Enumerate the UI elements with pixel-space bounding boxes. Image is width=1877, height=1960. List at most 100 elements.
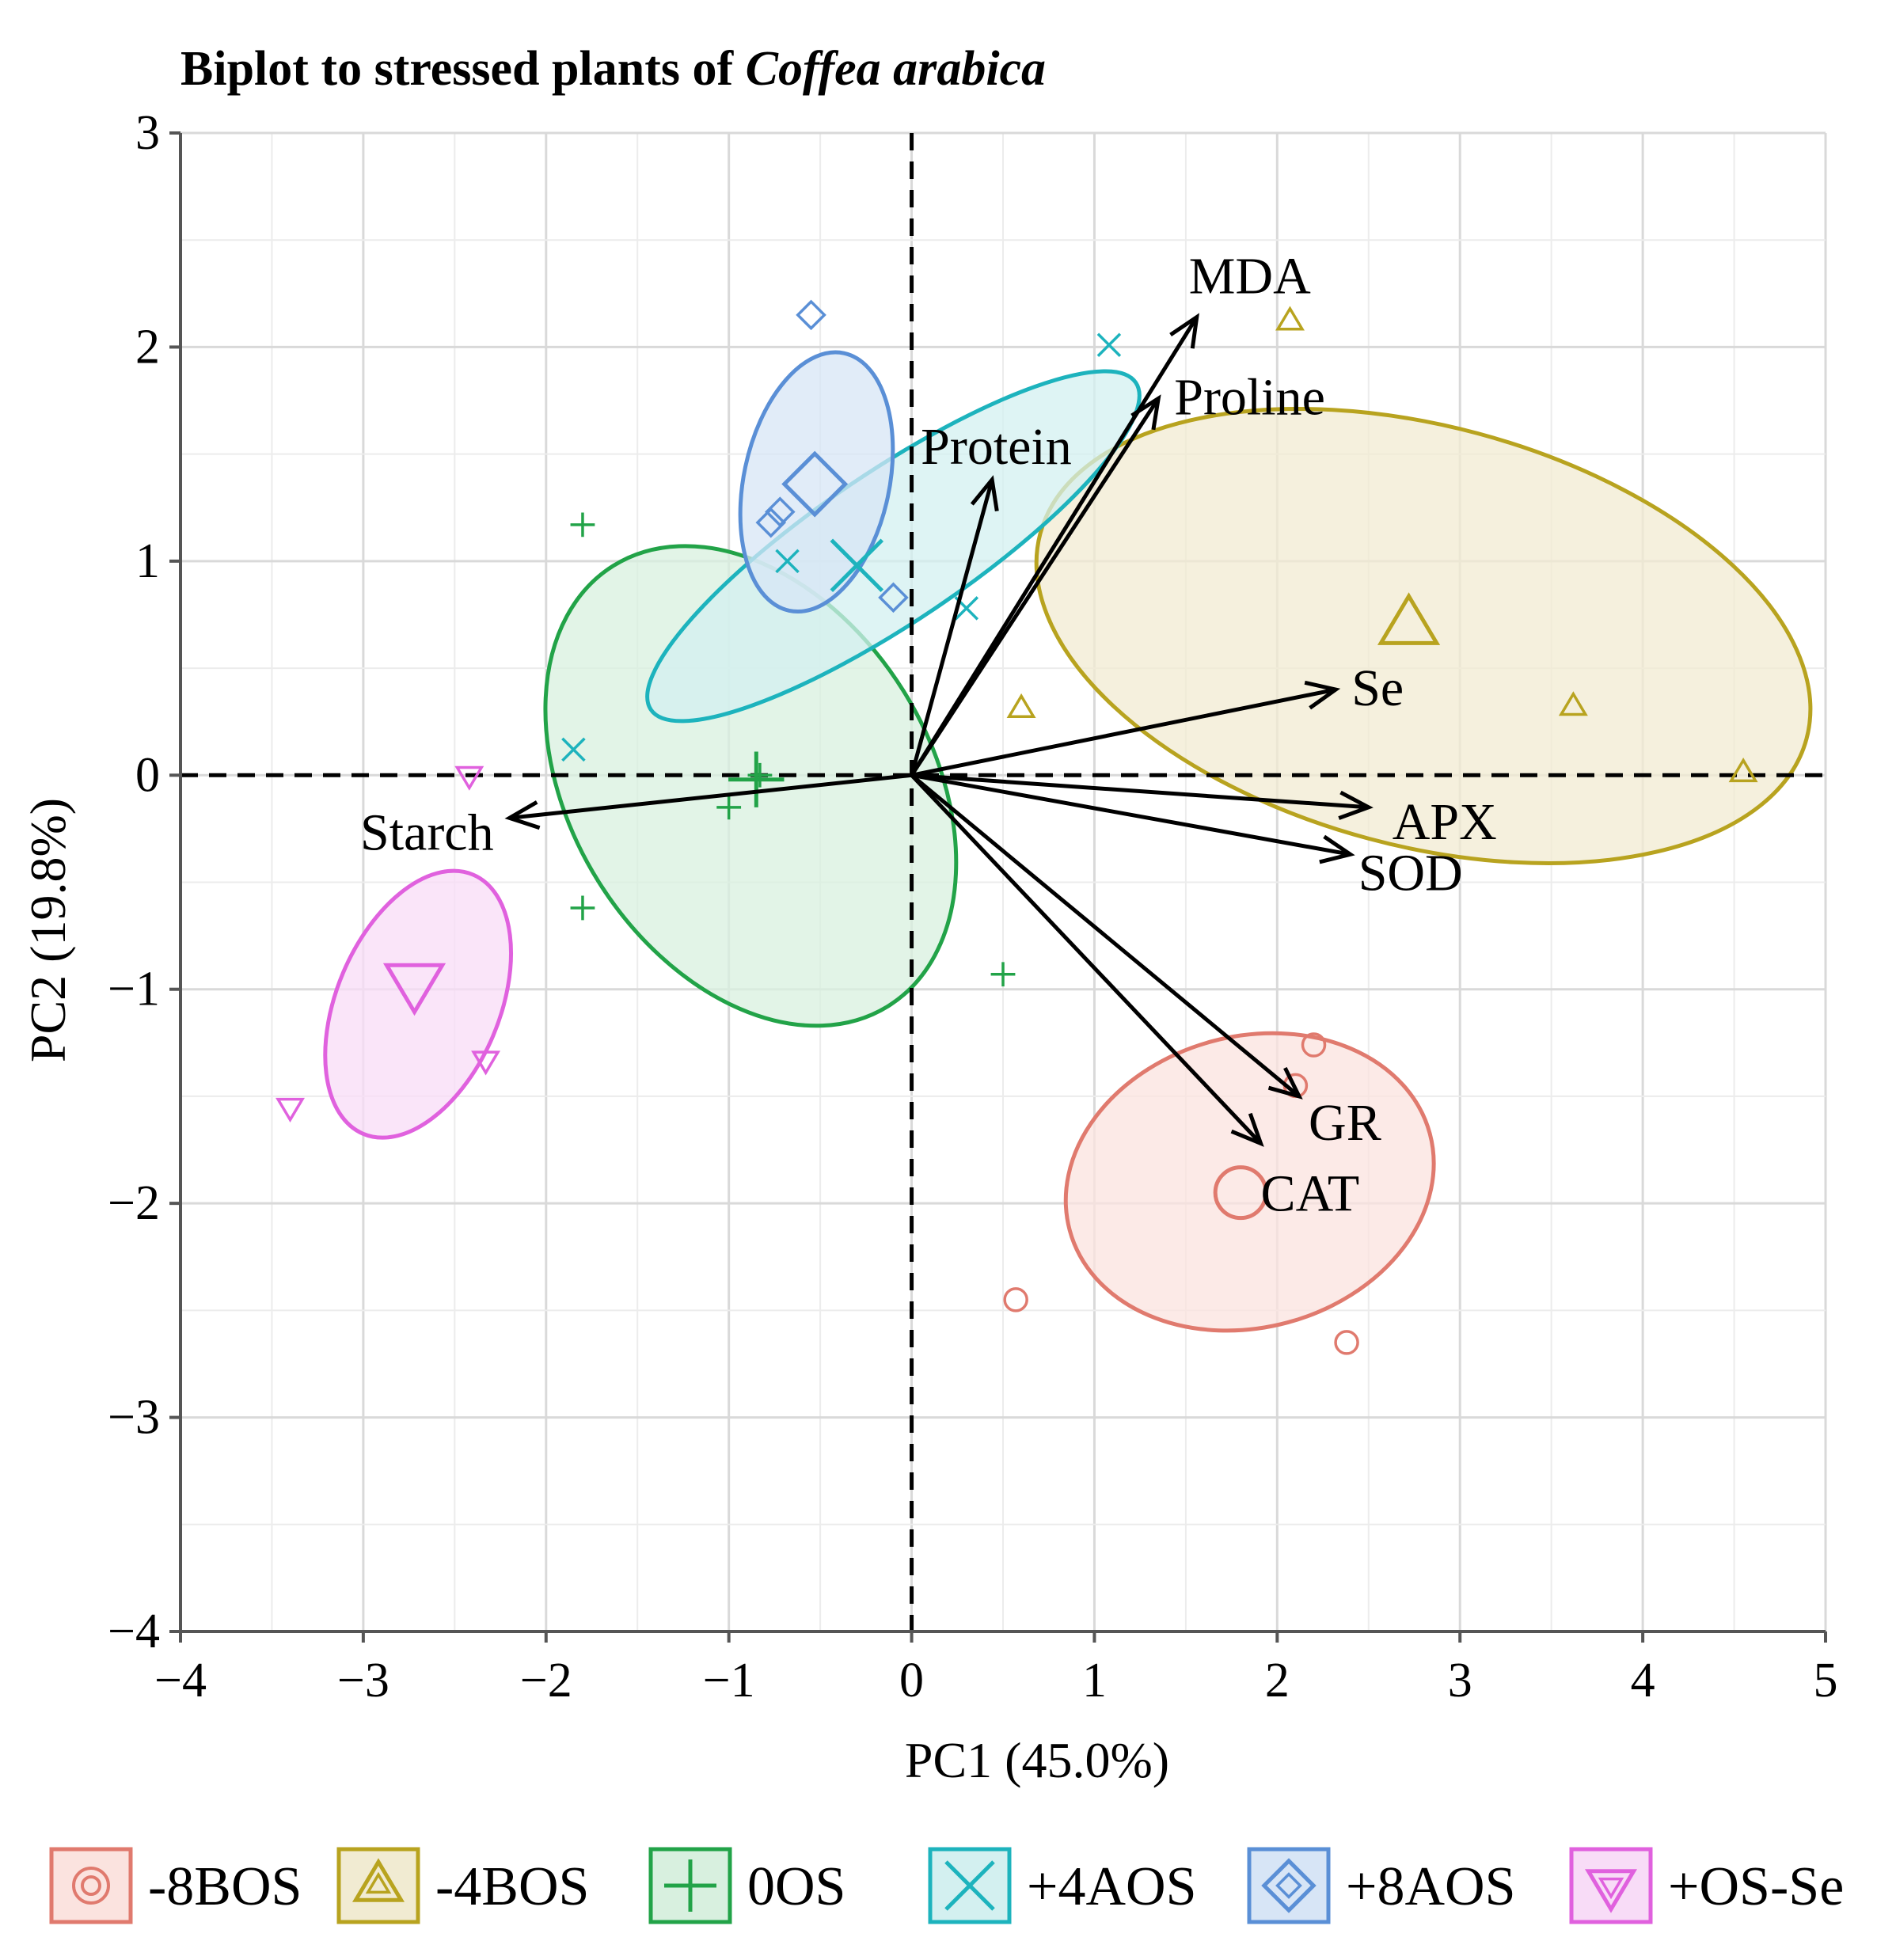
- point-8bos: [1301, 1032, 1327, 1058]
- point-plus-4aos: [775, 549, 800, 574]
- loading-label-proline: Proline: [1174, 368, 1325, 426]
- x-tick-label: 5: [1814, 1654, 1838, 1707]
- legend-label-4bos: -4BOS: [435, 1856, 589, 1917]
- point-plus-8aos: [796, 299, 826, 331]
- loading-arrow-mda: [910, 316, 1199, 777]
- legend-label-plus-8aos: +8AOS: [1346, 1856, 1516, 1917]
- legend-marker-0os: [664, 1859, 716, 1912]
- loading-label-starch: Starch: [360, 803, 494, 861]
- legend-marker-inner-plus-8aos: [1275, 1872, 1302, 1899]
- point-8bos: [1334, 1330, 1359, 1355]
- point-0os: [570, 895, 595, 921]
- x-tick-label: −3: [337, 1654, 389, 1707]
- centroid-plus-8aos: [781, 450, 849, 518]
- x-tick-label: −4: [154, 1654, 207, 1707]
- legend-label-plus-4aos: +4AOS: [1027, 1856, 1197, 1917]
- legend-marker-plus-4aos: [944, 1860, 995, 1911]
- point-plus-8aos: [878, 582, 909, 613]
- y-tick-label: 2: [135, 320, 160, 374]
- loading-arrow-protein: [910, 479, 994, 776]
- legend-label-8bos: -8BOS: [148, 1856, 302, 1917]
- legend-marker-plus-8aos: [1261, 1858, 1317, 1913]
- loading-label-protein: Protein: [921, 418, 1072, 476]
- group-ellipses: [323, 350, 1813, 1333]
- loading-arrow-gr: [910, 773, 1301, 1098]
- chart-title: Biplot to stressed plants of Coffea arab…: [180, 42, 1046, 96]
- point-plus-4aos: [1096, 332, 1122, 357]
- ellipse-8bos: [1063, 1031, 1436, 1333]
- y-tick-label: −3: [108, 1391, 160, 1445]
- arrowhead-cat: [1230, 1112, 1264, 1147]
- arrowhead-gr: [1267, 1066, 1303, 1100]
- loading-label-sod: SOD: [1358, 844, 1463, 902]
- centroid-4bos: [1377, 592, 1441, 645]
- arrowhead-se: [1304, 680, 1341, 710]
- x-tick-label: 3: [1448, 1654, 1472, 1707]
- legend-marker-inner-4bos: [365, 1871, 392, 1894]
- point-0os: [990, 962, 1016, 987]
- x-tick-label: 2: [1265, 1654, 1290, 1707]
- point-plus-os-se: [275, 1097, 306, 1122]
- y-tick-label: 3: [135, 106, 160, 160]
- loading-arrow-sod: [911, 773, 1351, 857]
- arrowhead-proline: [1130, 394, 1161, 431]
- arrowhead-starch: [504, 800, 541, 830]
- loading-arrow-se: [911, 687, 1336, 777]
- ellipse-0os: [543, 544, 959, 1028]
- legend-marker-4bos: [352, 1858, 405, 1902]
- arrowhead-mda: [1169, 313, 1199, 349]
- legend-label-plus-os-se: +OS-Se: [1668, 1856, 1844, 1917]
- y-tick-label: −1: [108, 963, 160, 1016]
- point-4bos: [1558, 691, 1588, 716]
- chart-title-main: Biplot to stressed plants of: [180, 42, 746, 96]
- loading-label-gr: GR: [1309, 1094, 1381, 1152]
- point-4bos: [1728, 758, 1758, 783]
- loading-label-mda: MDA: [1189, 248, 1311, 306]
- x-axis-label: PC1 (45.0%): [905, 1732, 1169, 1788]
- centroid-plus-4aos: [830, 538, 884, 593]
- x-tick-label: −1: [703, 1654, 755, 1707]
- y-tick-label: 0: [135, 748, 160, 802]
- legend-marker-plus-os-se: [1585, 1869, 1637, 1913]
- point-4bos: [1006, 693, 1036, 719]
- point-0os: [716, 795, 742, 820]
- point-4bos: [1275, 306, 1305, 331]
- point-plus-os-se: [471, 1050, 501, 1076]
- chart-title-italic: Coffea arabica: [746, 42, 1046, 96]
- centroid-0os: [728, 751, 785, 807]
- axes: −4 −3 −2 −1 0 1 2 3 4 5 −4 −3 −2 −1 0 1 2 3: [108, 106, 1837, 1707]
- y-tick-label: −2: [108, 1176, 160, 1230]
- reference-lines: [180, 133, 1826, 1631]
- ellipse-plus-8aos: [738, 350, 895, 614]
- loading-arrow-proline: [910, 397, 1161, 777]
- legend-key-8bos: [49, 1847, 133, 1924]
- loading-arrow-cat: [910, 773, 1263, 1145]
- loading-label-cat: CAT: [1261, 1164, 1360, 1222]
- loading-arrow-starch: [509, 773, 912, 820]
- x-tick-label: 1: [1082, 1654, 1107, 1707]
- arrowhead-sod: [1319, 834, 1355, 864]
- legend-marker-inner-plus-os-se: [1598, 1877, 1624, 1900]
- centroid-8bos: [1213, 1165, 1268, 1221]
- arrowhead-protein: [970, 475, 999, 512]
- legend-label-0os: 0OS: [747, 1856, 845, 1917]
- y-axis-label: PC2 (19.8%): [20, 798, 76, 1062]
- legend: -8BOS -4BOS 0OS +4AOS +8AOS +OS-Se: [49, 1847, 1844, 1924]
- point-plus-8aos: [755, 507, 787, 538]
- loading-label-apx: APX: [1393, 793, 1497, 851]
- legend-marker-8bos: [72, 1867, 110, 1905]
- x-tick-label: 4: [1631, 1654, 1655, 1707]
- legend-marker-inner-8bos: [81, 1875, 101, 1896]
- y-tick-label: 1: [135, 534, 160, 588]
- point-0os: [570, 512, 595, 537]
- point-8bos: [1003, 1287, 1028, 1312]
- point-plus-4aos: [561, 737, 586, 762]
- loading-arrow-apx: [911, 773, 1369, 810]
- y-tick-label: −4: [108, 1605, 160, 1658]
- ellipse-4bos: [1034, 407, 1813, 865]
- centroid-plus-os-se: [382, 963, 446, 1016]
- x-tick-label: 0: [899, 1654, 924, 1707]
- point-plus-os-se: [454, 765, 484, 791]
